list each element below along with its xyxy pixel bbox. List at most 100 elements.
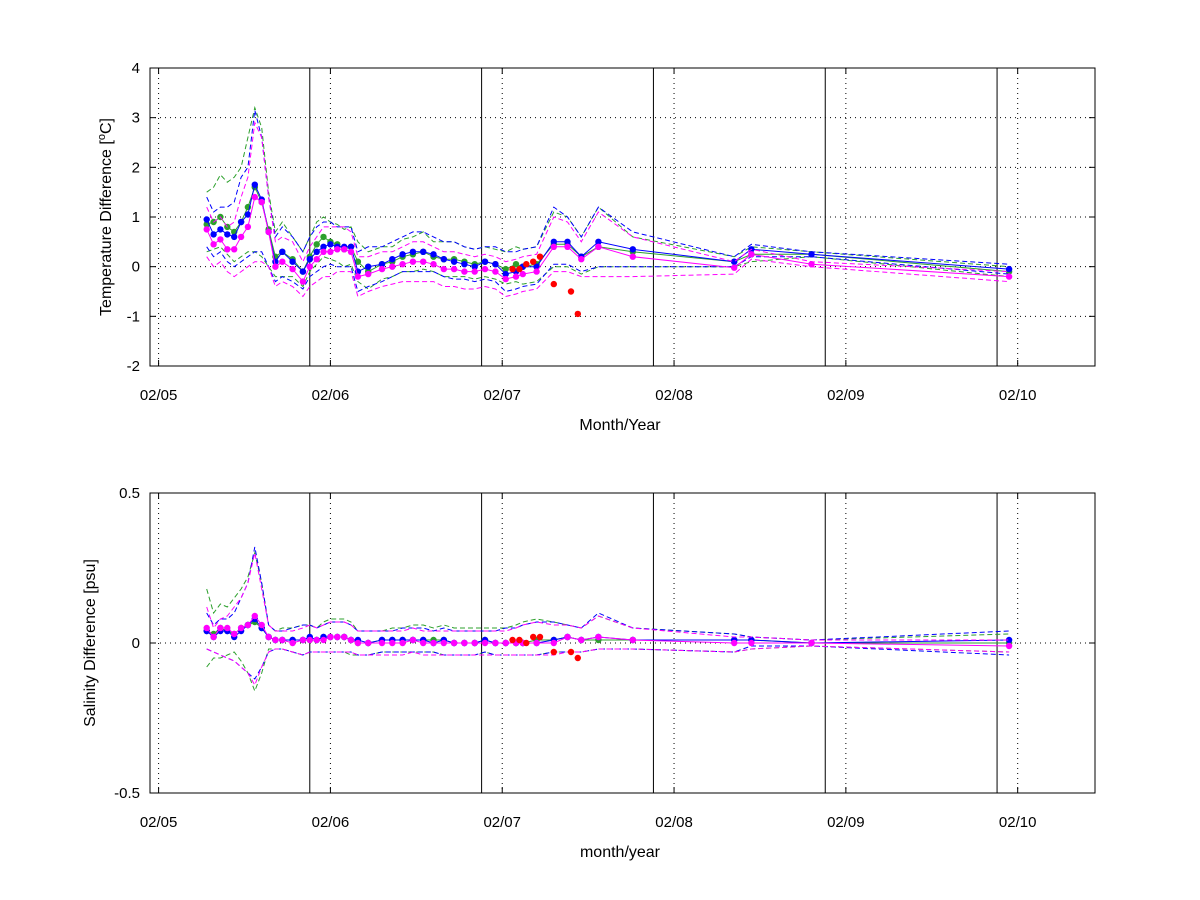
temperature-vertical-lines xyxy=(309,68,998,366)
temperature-data-point xyxy=(502,270,509,278)
temperature-chart: 02/05 02/06 02/07 02/08 02/09 02/10-2-101234 … xyxy=(96,60,1096,434)
salinity-data-point xyxy=(224,624,231,632)
salinity-data-point xyxy=(265,633,272,641)
salinity-data-point xyxy=(389,639,396,647)
temperature-data-point xyxy=(536,253,544,260)
temperature-data-point xyxy=(217,226,224,233)
temperature-data-point xyxy=(533,263,540,270)
temperature-data-point xyxy=(224,231,231,238)
temperature-ytick-label: 1 xyxy=(132,209,140,226)
temperature-data-point xyxy=(550,243,557,250)
temperature-data-point xyxy=(492,268,499,275)
temperature-data-point xyxy=(224,246,231,253)
temperature-data-point xyxy=(203,216,210,223)
temperature-data-point xyxy=(272,263,279,270)
temperature-data-point xyxy=(420,248,427,255)
temperature-data-point xyxy=(808,251,815,258)
temperature-data-point xyxy=(567,288,575,295)
temperature-data-point xyxy=(578,256,585,263)
temperature-ytick-label: 0 xyxy=(132,259,140,276)
temperature-data-point xyxy=(389,263,396,270)
salinity-chart: 02/05 02/06 02/07 02/08 02/09 02/10 -0.5 0 0.5 m… xyxy=(82,485,1096,861)
salinity-series-lower-envelope xyxy=(206,645,1010,687)
temperature-data-point xyxy=(354,258,362,265)
temperature-plot-area xyxy=(150,68,1095,366)
temperature-data-point xyxy=(509,265,516,273)
salinity-series xyxy=(203,546,1013,693)
temperature-data-point xyxy=(512,273,520,280)
temperature-data-point xyxy=(595,243,602,250)
temperature-data-point xyxy=(450,265,458,273)
temperature-ylabel-superscript: o xyxy=(96,134,108,140)
salinity-data-point xyxy=(354,639,362,647)
salinity-data-point xyxy=(731,639,738,647)
salinity-data-point xyxy=(258,621,265,629)
salinity-data-point xyxy=(299,636,307,644)
salinity-data-point xyxy=(347,636,355,644)
temperature-data-point xyxy=(231,233,238,241)
salinity-data-point xyxy=(492,639,499,647)
temperature-series-lower-envelope xyxy=(206,246,1010,293)
temperature-ytick-label: 3 xyxy=(132,110,140,127)
temperature-data-point xyxy=(420,258,427,265)
temperature-data-point xyxy=(210,241,217,248)
temperature-xtick-label: 02/07 xyxy=(483,387,521,404)
temperature-data-point xyxy=(320,243,327,250)
salinity-data-point xyxy=(450,639,458,647)
salinity-data-point xyxy=(251,612,258,620)
salinity-data-point xyxy=(461,639,468,647)
temperature-data-point xyxy=(808,261,815,268)
temperature-ylabel: Temperature Difference [oC] xyxy=(96,118,115,316)
salinity-data-point xyxy=(313,636,320,644)
salinity-xlabel: month/year xyxy=(580,844,661,861)
salinity-ticks: 02/05 02/06 02/07 02/08 02/09 02/10 -0.5 0 0.5 xyxy=(114,485,1095,831)
temperature-ticks: 02/05 02/06 02/07 02/08 02/09 02/10 -2 -1 0 1 2 3 4 xyxy=(127,60,1095,404)
temperature-data-point xyxy=(365,270,372,278)
salinity-data-point xyxy=(210,633,217,641)
temperature-data-point xyxy=(320,248,327,255)
salinity-ytick-label: -0.5 xyxy=(114,785,140,802)
salinity-data-point xyxy=(550,639,557,647)
salinity-data-point xyxy=(203,624,210,632)
temperature-data-point xyxy=(629,253,636,260)
salinity-ylabel: Salinity Difference [psu] xyxy=(82,559,99,727)
salinity-data-point xyxy=(509,636,516,644)
temperature-data-point xyxy=(341,246,348,253)
temperature-ytick-label: -1 xyxy=(127,308,140,325)
temperature-xtick-label: 02/05 xyxy=(140,387,178,404)
temperature-data-point xyxy=(481,258,489,265)
temperature-data-point xyxy=(289,258,296,265)
temperature-ytick-label: -2 xyxy=(127,358,140,375)
temperature-data-point xyxy=(564,243,571,250)
temperature-data-point xyxy=(430,251,437,258)
temperature-data-point xyxy=(461,268,468,275)
temperature-data-point xyxy=(203,226,210,233)
temperature-series xyxy=(203,105,1013,318)
temperature-data-point xyxy=(251,193,258,201)
temperature-data-point xyxy=(279,248,286,255)
temperature-data-point xyxy=(471,263,478,270)
temperature-ylabel-unit: C] xyxy=(98,118,115,134)
temperature-data-point xyxy=(306,263,313,270)
salinity-data-point xyxy=(327,633,334,641)
salinity-data-point xyxy=(365,639,372,647)
temperature-data-point xyxy=(1005,265,1013,273)
temperature-data-point xyxy=(523,261,530,268)
temperature-data-point xyxy=(365,263,372,270)
salinity-ytick-label: 0 xyxy=(132,635,140,652)
salinity-data-point xyxy=(378,639,386,647)
temperature-data-point xyxy=(430,261,437,268)
temperature-data-point xyxy=(265,228,272,236)
temperature-xtick-label: 02/09 xyxy=(827,387,865,404)
temperature-series-upper-envelope xyxy=(206,110,1010,265)
temperature-data-point xyxy=(502,265,509,273)
salinity-data-point xyxy=(578,636,585,644)
temperature-data-point xyxy=(440,256,447,263)
temperature-data-point xyxy=(461,261,468,268)
temperature-data-point xyxy=(409,258,417,265)
temperature-data-point xyxy=(399,251,406,258)
temperature-series-upper-envelope xyxy=(206,105,1010,268)
salinity-data-point xyxy=(237,624,245,632)
salinity-data-point xyxy=(808,639,815,647)
